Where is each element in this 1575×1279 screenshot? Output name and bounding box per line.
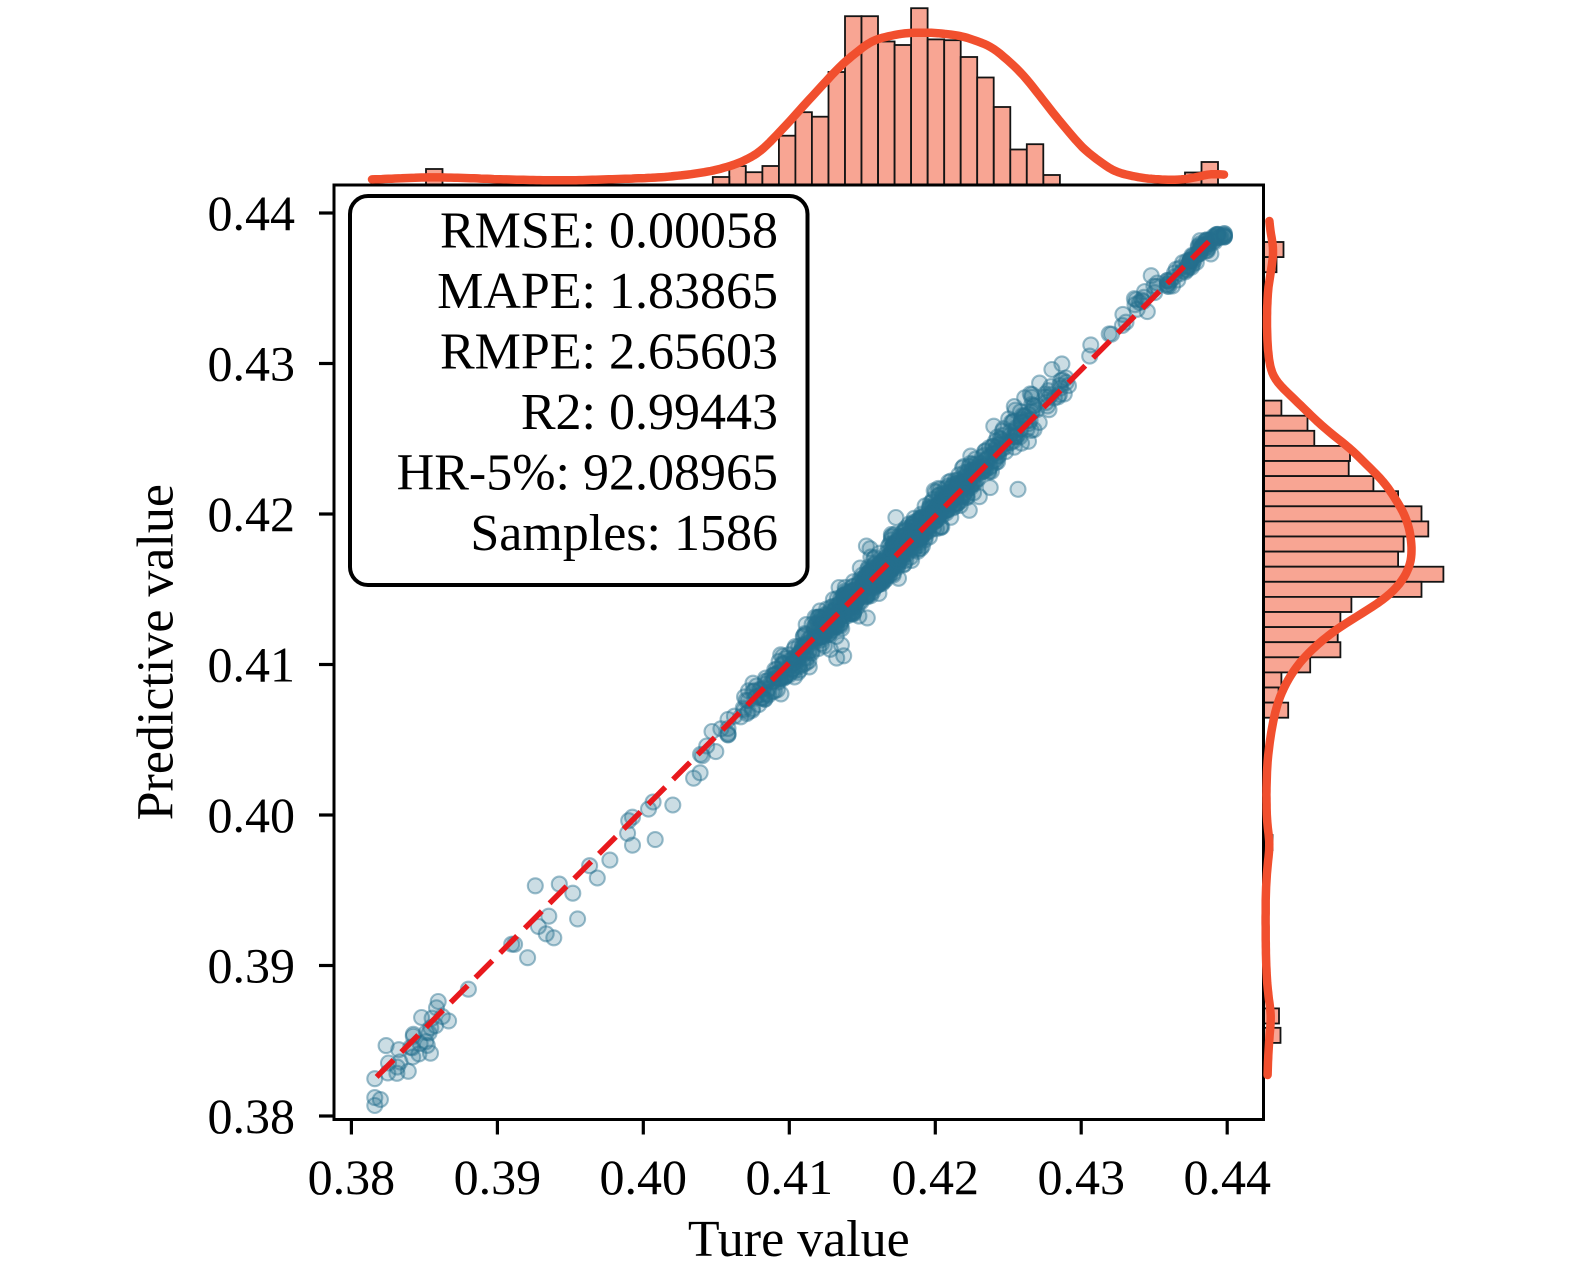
svg-text:0.42: 0.42 <box>208 486 296 542</box>
svg-text:0.40: 0.40 <box>208 787 296 843</box>
svg-text:R2: 0.99443: R2: 0.99443 <box>521 384 778 441</box>
svg-text:RMSE: 0.00058: RMSE: 0.00058 <box>440 203 778 260</box>
svg-text:Samples: 1586: Samples: 1586 <box>470 505 778 562</box>
svg-text:0.41: 0.41 <box>208 637 296 693</box>
svg-text:0.40: 0.40 <box>600 1149 688 1205</box>
svg-text:0.44: 0.44 <box>208 185 296 241</box>
svg-text:Predictive value: Predictive value <box>128 484 185 820</box>
svg-text:0.42: 0.42 <box>892 1149 980 1205</box>
svg-text:MAPE: 1.83865: MAPE: 1.83865 <box>437 263 778 320</box>
svg-text:Ture value: Ture value <box>688 1211 910 1268</box>
svg-text:0.38: 0.38 <box>208 1088 296 1144</box>
svg-text:0.39: 0.39 <box>454 1149 542 1205</box>
svg-text:0.43: 0.43 <box>1037 1149 1125 1205</box>
svg-text:RMPE: 2.65603: RMPE: 2.65603 <box>440 324 778 381</box>
svg-text:0.44: 0.44 <box>1183 1149 1271 1205</box>
svg-text:0.41: 0.41 <box>746 1149 834 1205</box>
svg-text:HR-5%: 92.08965: HR-5%: 92.08965 <box>397 445 778 502</box>
svg-text:0.43: 0.43 <box>208 336 296 392</box>
svg-text:0.38: 0.38 <box>308 1149 396 1205</box>
svg-text:0.39: 0.39 <box>208 938 296 994</box>
